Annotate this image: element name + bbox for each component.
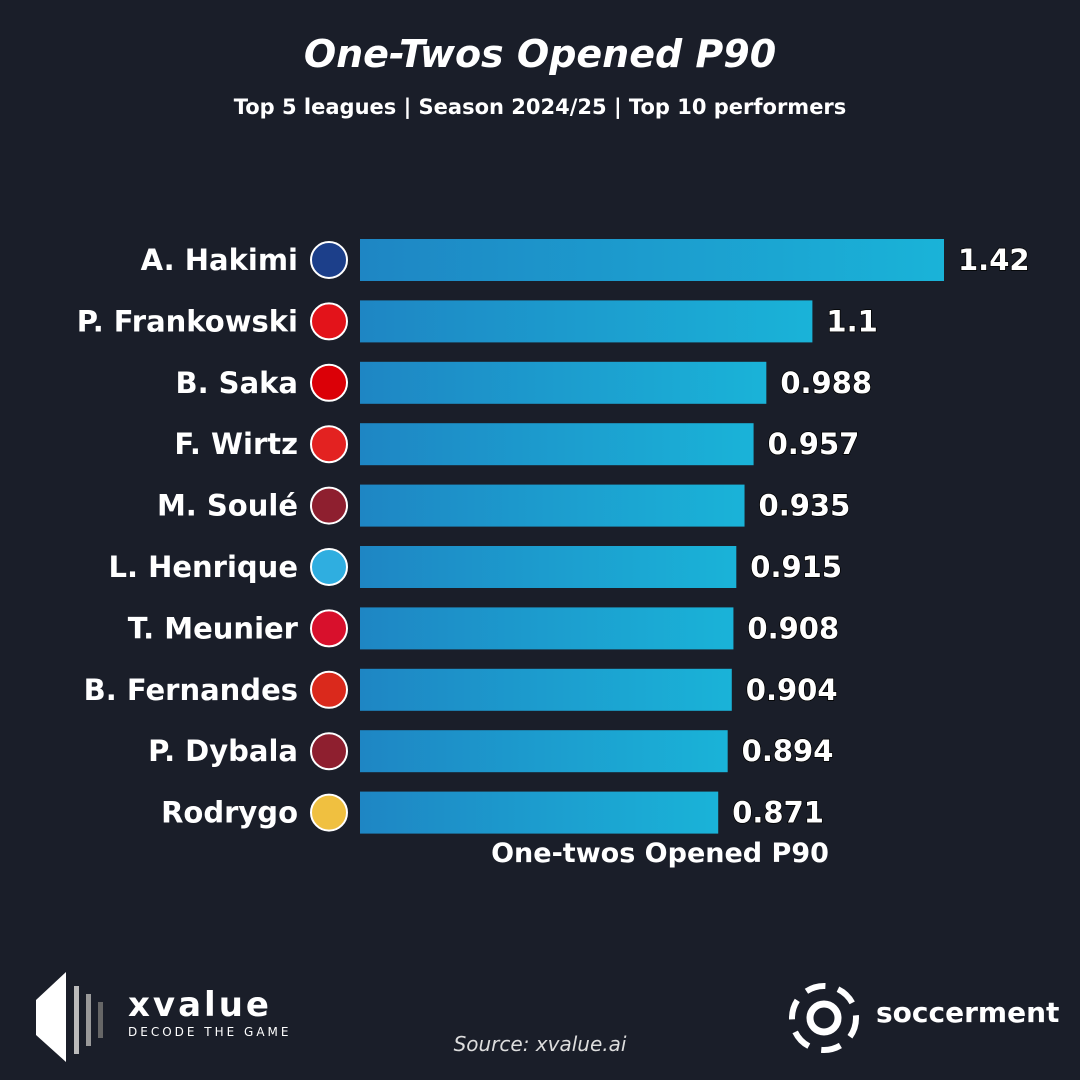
man-united-badge-icon (310, 670, 348, 709)
xvalue-tagline: DECODE THE GAME (128, 1025, 292, 1039)
leverkusen-badge-icon (310, 425, 348, 464)
value-label: 0.915 (750, 550, 842, 584)
soccerment-logo-icon (789, 983, 859, 1053)
value-label: 0.908 (747, 611, 839, 645)
marseille-badge-icon (310, 548, 348, 586)
lille-badge-icon (310, 609, 348, 648)
xvalue-brand: xvalue (128, 985, 272, 1025)
category-label: B. Saka (175, 366, 298, 400)
value-label: 0.871 (732, 796, 824, 830)
bar (360, 484, 745, 527)
chart-title: One-Twos Opened P90 (303, 32, 777, 76)
bar (360, 668, 732, 711)
category-label: P. Dybala (148, 734, 298, 768)
category-label: T. Meunier (128, 611, 299, 645)
category-label: M. Soulé (157, 489, 298, 523)
real-madrid-badge-icon (310, 793, 348, 832)
bar (360, 239, 944, 281)
psg-badge-icon (310, 241, 348, 279)
bar (360, 300, 813, 343)
source-note: Source: xvalue.ai (453, 1032, 627, 1056)
category-label: F. Wirtz (174, 427, 298, 461)
soccerment-brand: soccerment (876, 996, 1060, 1029)
arsenal-badge-icon (310, 363, 348, 402)
category-label: L. Henrique (109, 550, 299, 584)
value-label: 0.904 (746, 673, 838, 707)
value-label: 1.42 (958, 243, 1030, 277)
category-label: A. Hakimi (141, 243, 298, 277)
lens-badge-icon (310, 302, 348, 341)
roma-badge-icon (310, 486, 348, 525)
value-label: 0.988 (780, 366, 872, 400)
x-axis-label: One-twos Opened P90 (491, 838, 829, 869)
bar (360, 423, 754, 466)
bar (360, 546, 737, 588)
xvalue-logo-icon (36, 972, 103, 1062)
roma-badge-icon (310, 732, 348, 771)
bar (360, 361, 767, 404)
value-label: 0.957 (768, 427, 860, 461)
bar (360, 730, 728, 773)
category-label: P. Frankowski (77, 304, 298, 338)
category-label: Rodrygo (161, 796, 298, 830)
value-label: 1.1 (826, 304, 877, 338)
value-label: 0.935 (759, 489, 851, 523)
chart-subtitle: Top 5 leagues | Season 2024/25 | Top 10 … (233, 95, 847, 119)
bar (360, 607, 734, 650)
category-label: B. Fernandes (84, 673, 298, 707)
value-label: 0.894 (742, 734, 834, 768)
bar (360, 791, 719, 834)
